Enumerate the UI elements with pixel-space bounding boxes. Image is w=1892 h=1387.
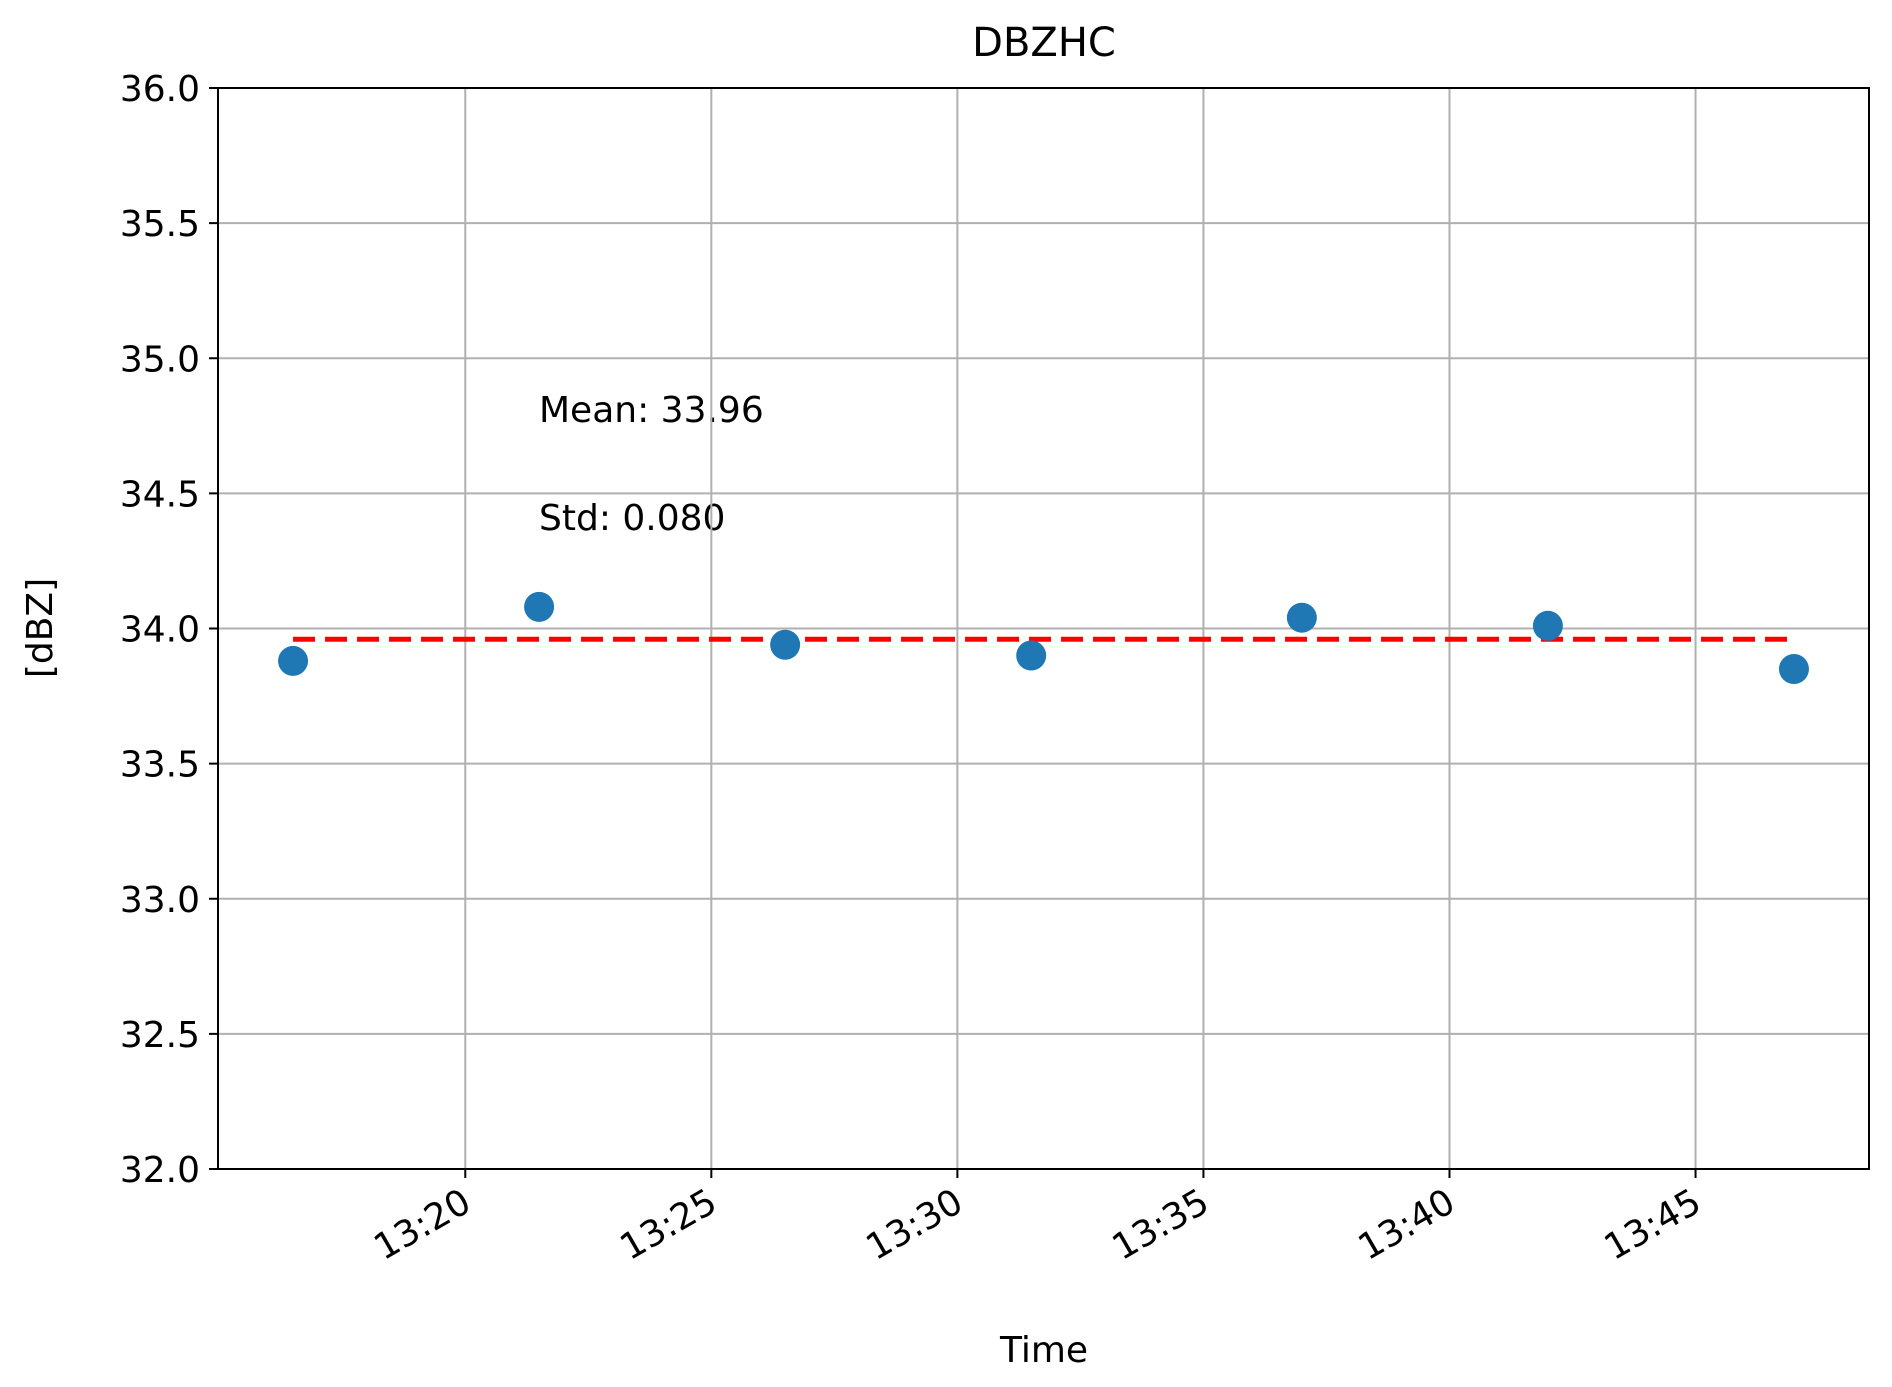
y-tick-label: 32.0: [120, 1150, 200, 1191]
y-tick-label: 36.0: [120, 69, 200, 110]
y-tick-label: 34.0: [120, 610, 200, 651]
point: [1016, 640, 1047, 671]
y-tick-label: 33.0: [120, 880, 200, 921]
y-tick-label: 35.5: [120, 204, 200, 245]
annotation: Mean: 33.96: [539, 390, 764, 431]
y-axis-label: [dBZ]: [20, 578, 61, 678]
y-tick-label: 33.5: [120, 745, 200, 786]
y-tick-label: 32.5: [120, 1015, 200, 1056]
y-tick-label: 35.0: [120, 339, 200, 380]
point: [524, 591, 555, 622]
point: [1532, 610, 1563, 641]
point: [278, 645, 309, 676]
y-tick-label: 34.5: [120, 474, 200, 515]
chart-title: DBZHC: [972, 20, 1116, 66]
x-axis-label: Time: [999, 1330, 1088, 1371]
plot-frame: [217, 87, 1870, 1170]
point: [770, 629, 801, 660]
point: [1778, 654, 1809, 685]
point: [1286, 602, 1317, 633]
annotation: Std: 0.080: [539, 498, 725, 539]
